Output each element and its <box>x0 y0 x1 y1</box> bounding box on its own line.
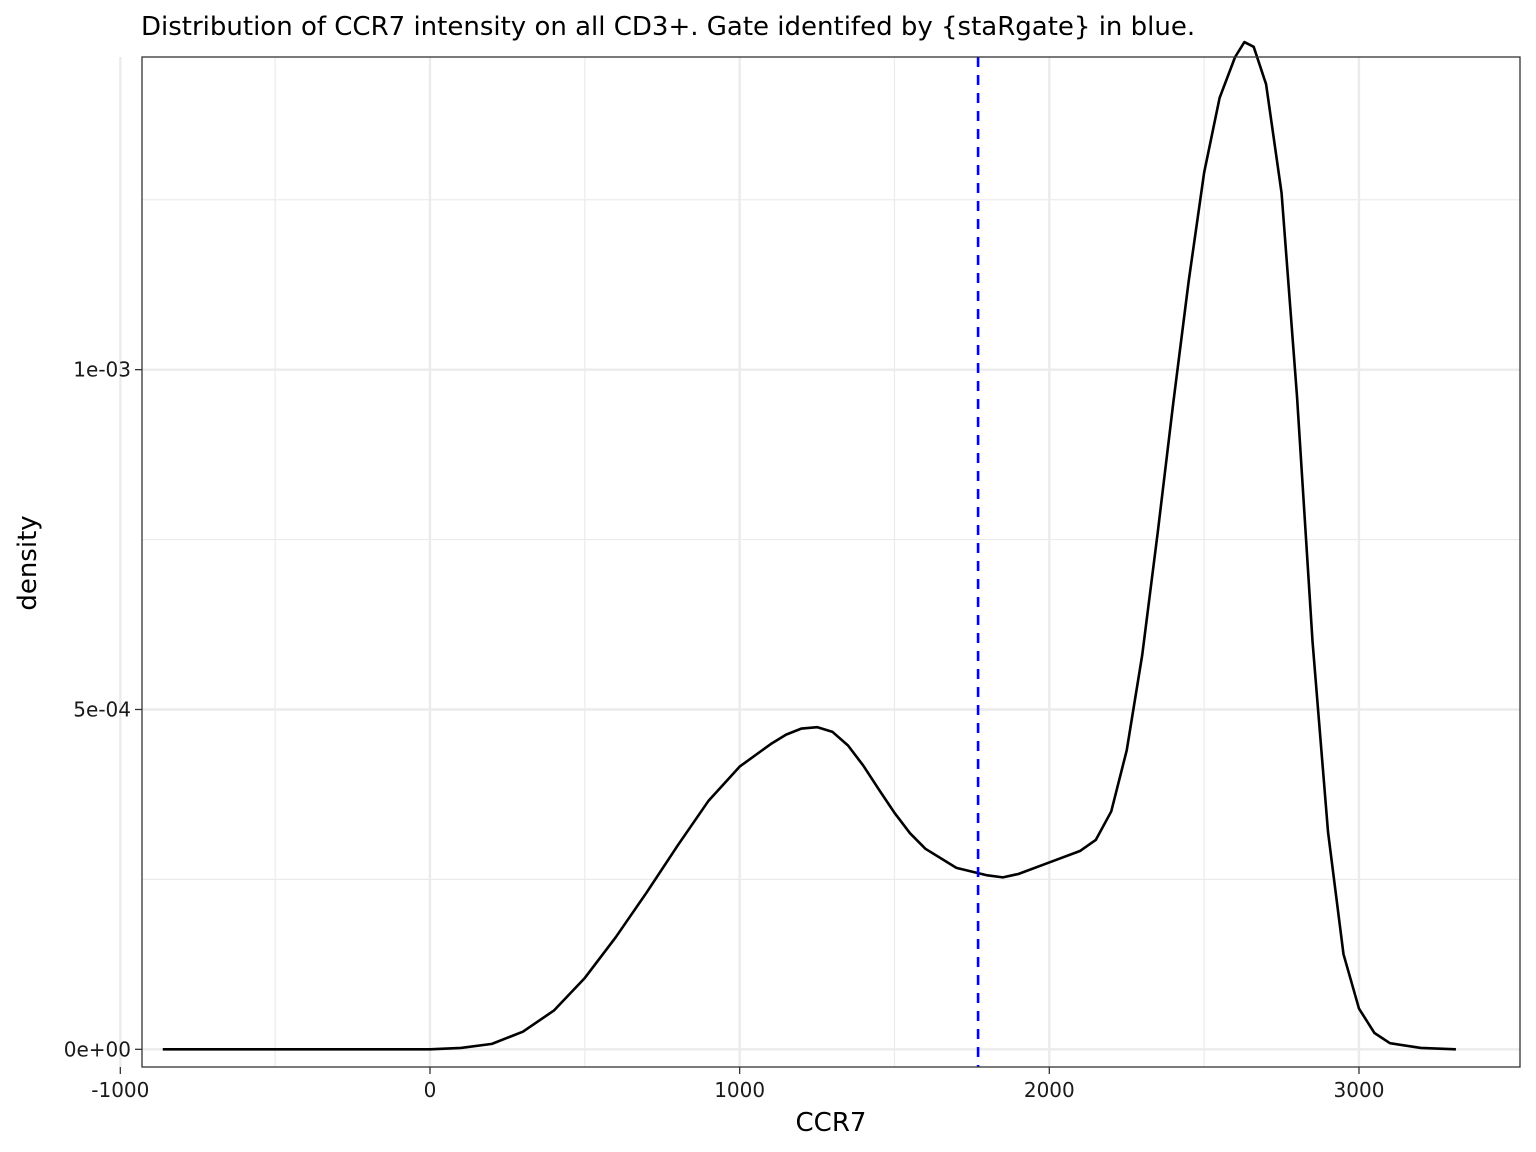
y-tick-label: 1e-03 <box>73 358 131 382</box>
panel-border <box>141 56 1521 1068</box>
plot-area: -1000 0 1000 2000 3000 0e+00 5e-04 1e-03 <box>64 40 1521 1102</box>
x-axis-title: CCR7 <box>796 1108 867 1138</box>
x-tick-label: -1000 <box>91 1078 149 1102</box>
x-tick-label: 2000 <box>1024 1078 1075 1102</box>
x-tick-label: 1000 <box>714 1078 765 1102</box>
x-tick-label: 0 <box>424 1078 437 1102</box>
density-line <box>162 40 1456 1051</box>
y-axis-title: density <box>13 515 43 610</box>
panel-background <box>142 57 1520 1067</box>
y-tick-label: 0e+00 <box>64 1037 131 1061</box>
chart-title: Distribution of CCR7 intensity on all CD… <box>141 12 1195 42</box>
y-tick-label: 5e-04 <box>73 697 131 721</box>
x-tick-label: 3000 <box>1334 1078 1385 1102</box>
